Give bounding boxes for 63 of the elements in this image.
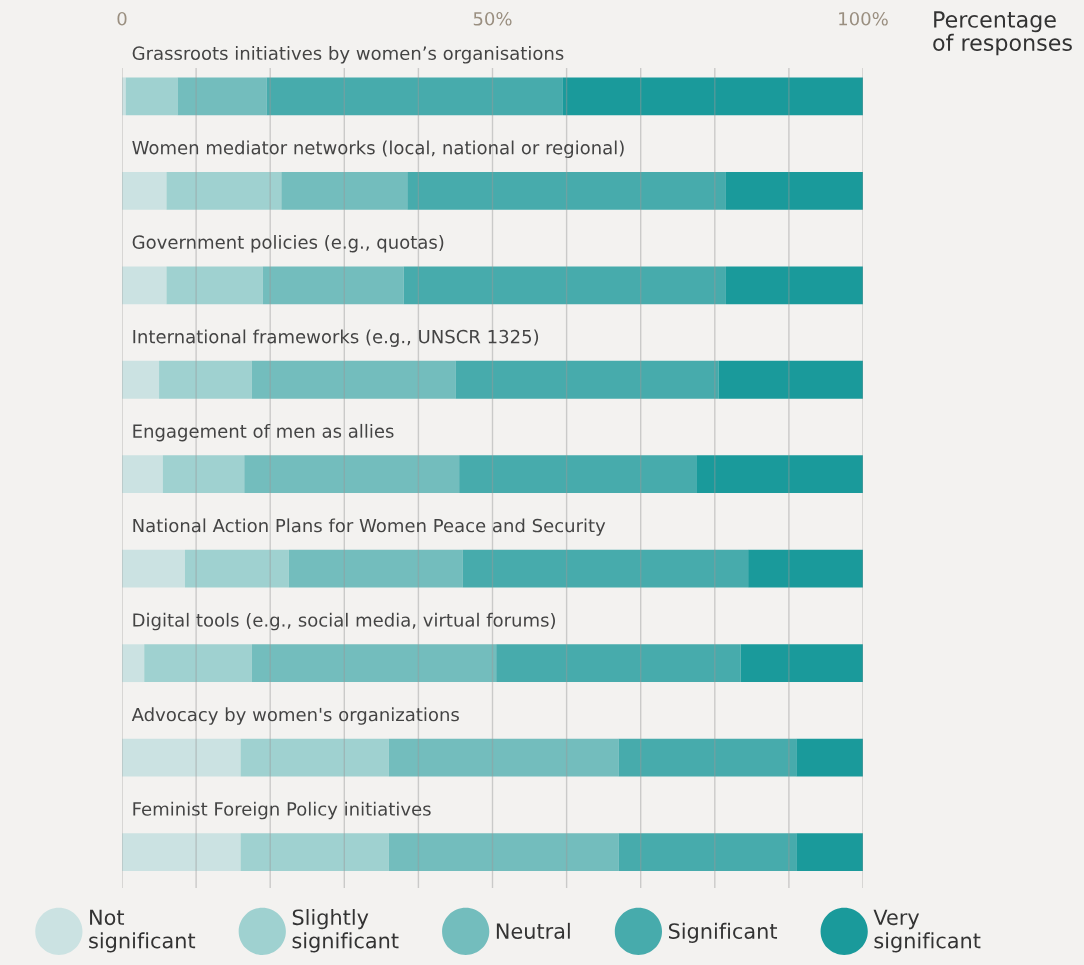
bar [144,644,252,683]
y-tick-label: Government policies (e.g., quotas) [132,234,444,253]
bar [244,455,460,494]
bar [462,549,749,588]
bar [122,77,126,116]
bar [159,360,252,399]
bar [122,644,145,683]
bar [740,644,863,683]
bar [184,549,289,588]
bar [562,77,863,116]
bar [618,738,797,777]
bar [696,455,863,494]
bar [122,738,241,777]
x-axis-title: Percentage of responses [933,11,1072,56]
bar [281,171,408,210]
y-tick-label: Digital tools (e.g., social media, virtual forums) [133,612,555,631]
legend-label: Not significant [89,909,196,953]
bar [122,266,167,305]
bar [725,171,863,210]
bar [388,833,619,871]
bar [177,77,267,116]
x-tick-label: 100% [839,11,888,26]
bar [122,549,185,588]
legend-label: Significant [668,922,778,943]
bar [455,360,719,399]
bar [407,171,726,210]
bar [288,549,463,588]
bar [388,738,619,777]
bar [251,360,456,399]
bar [262,266,404,305]
bar [240,738,389,777]
bar [251,644,497,683]
bar [796,833,863,871]
y-tick-label: Feminist Foreign Policy initiatives [133,801,431,820]
bar [162,455,245,494]
y-tick-label: Advocacy by women's organizations [131,707,459,725]
bar [266,77,563,116]
y-tick-label: National Action Plans for Women Peace and Security [133,518,606,536]
legend-label: Slightly significant [292,909,399,953]
legend-label: Very significant [873,909,981,953]
y-tick-label: Engagement of men as allies [133,423,394,442]
bar [496,644,741,683]
bar [403,266,726,305]
bar [122,171,167,210]
bar [122,360,160,399]
bar [166,266,263,305]
x-tick-label: 0 [117,11,127,26]
legend-label: Neutral [496,922,570,939]
x-tick-label: 50% [473,11,512,26]
bar [125,77,178,116]
bar [718,360,863,399]
bar [166,171,282,210]
y-tick-label: International frameworks (e.g., UNSCR 1325) [133,329,539,347]
y-tick-label: Women mediator networks (local, national or regional) [132,140,624,158]
bar [122,833,241,871]
bar [748,549,863,588]
y-tick-label: Grassroots initiatives by women’s organisations [132,46,564,64]
bar [796,738,863,777]
bar [618,833,797,871]
bar [725,266,863,305]
bar [122,455,163,494]
bar [459,455,697,494]
bar [240,833,389,871]
